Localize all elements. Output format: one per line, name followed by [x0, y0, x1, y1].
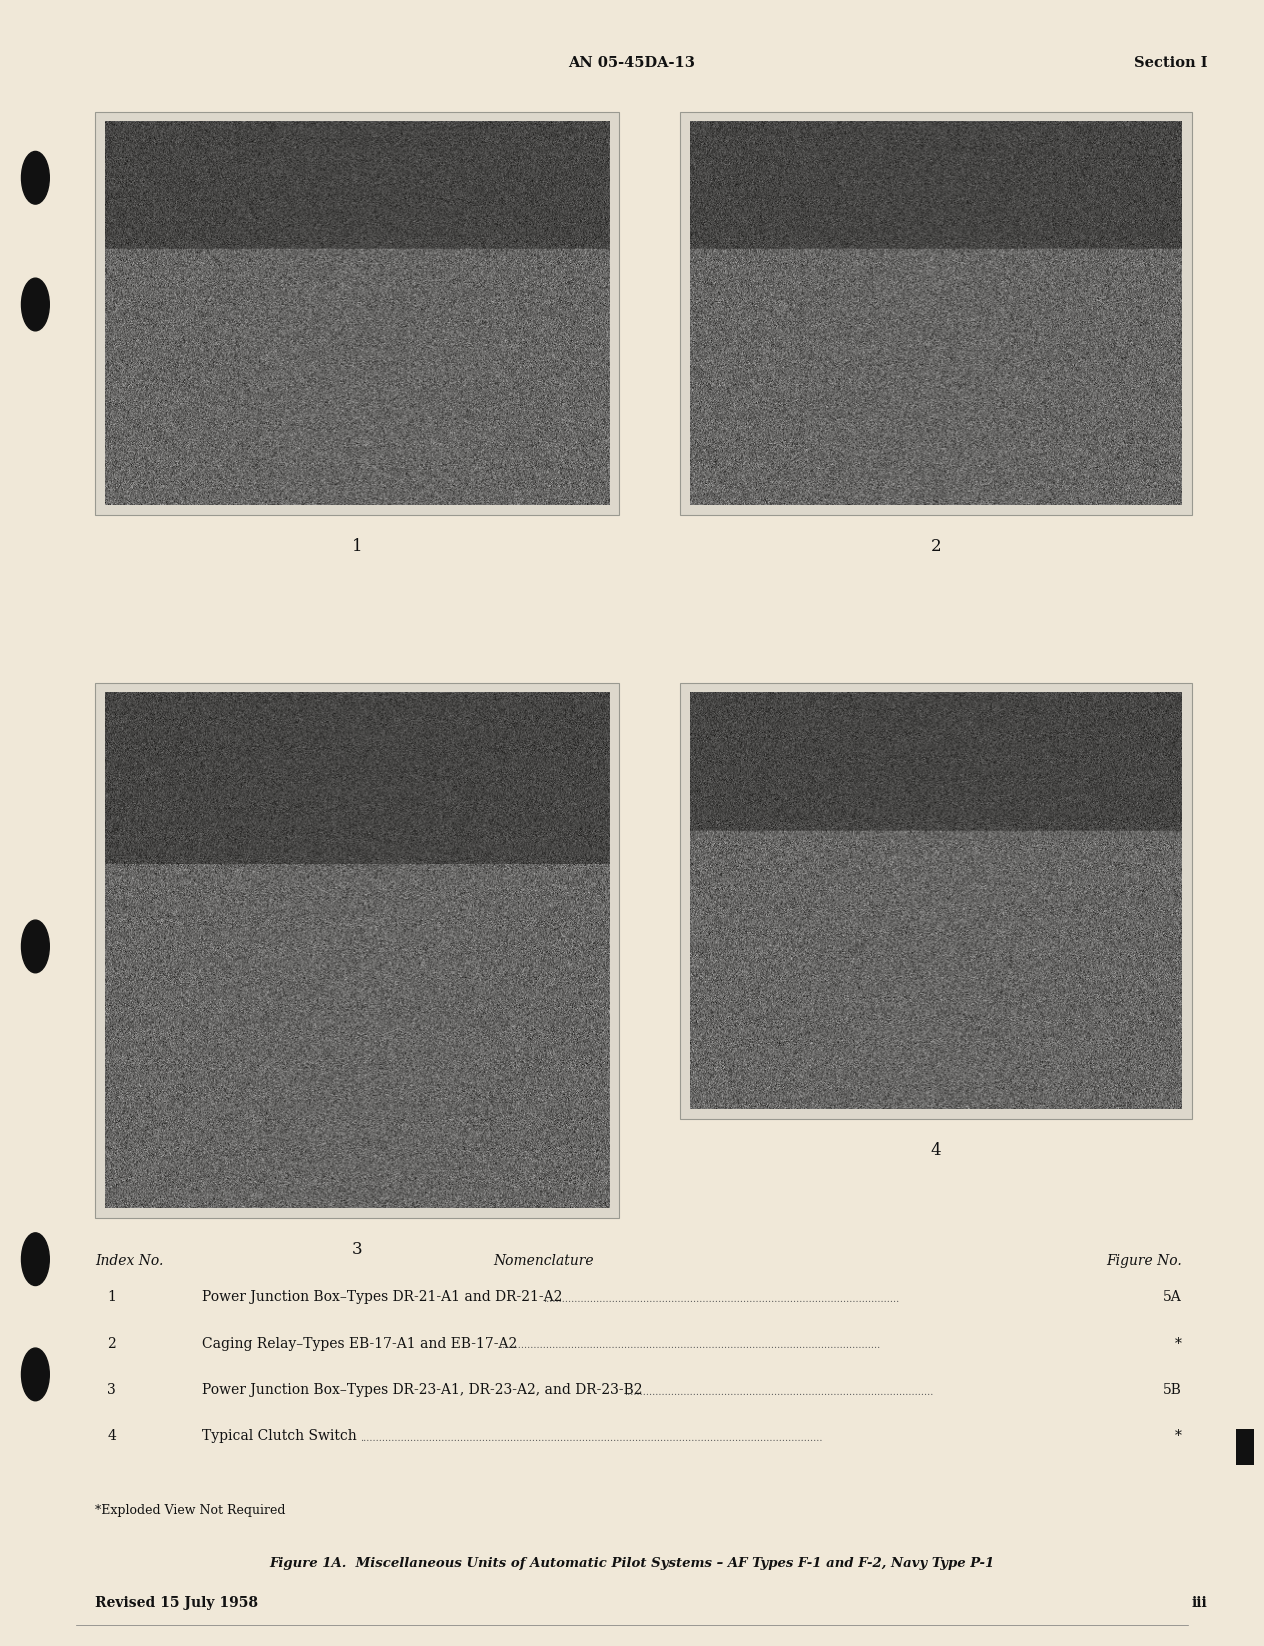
Text: 3: 3: [351, 1241, 363, 1258]
Ellipse shape: [21, 920, 49, 973]
Text: 2: 2: [930, 538, 942, 555]
FancyBboxPatch shape: [690, 693, 1182, 1109]
Text: ................................................................................: ........................................…: [360, 1434, 823, 1442]
Text: 2: 2: [107, 1337, 116, 1351]
FancyBboxPatch shape: [105, 122, 609, 505]
FancyBboxPatch shape: [95, 112, 619, 515]
Text: Power Junction Box–Types DR-23-A1, DR-23-A2, and DR-23-B2: Power Junction Box–Types DR-23-A1, DR-23…: [202, 1383, 642, 1397]
Text: ................................................................................: ........................................…: [624, 1388, 933, 1396]
Text: *: *: [1176, 1429, 1182, 1444]
Text: ................................................................................: ........................................…: [544, 1295, 900, 1304]
FancyBboxPatch shape: [95, 683, 619, 1218]
Text: 1: 1: [351, 538, 363, 555]
Text: 4: 4: [107, 1429, 116, 1444]
Text: Nomenclature: Nomenclature: [493, 1254, 594, 1269]
Ellipse shape: [21, 1233, 49, 1286]
FancyBboxPatch shape: [105, 693, 609, 1208]
Text: ................................................................................: ........................................…: [499, 1341, 881, 1350]
Text: 5B: 5B: [1163, 1383, 1182, 1397]
Text: Revised 15 July 1958: Revised 15 July 1958: [95, 1595, 258, 1610]
Text: Caging Relay–Types EB-17-A1 and EB-17-A2: Caging Relay–Types EB-17-A1 and EB-17-A2: [202, 1337, 517, 1351]
Text: 4: 4: [930, 1142, 942, 1159]
Text: Figure No.: Figure No.: [1106, 1254, 1182, 1269]
Text: iii: iii: [1192, 1595, 1207, 1610]
Ellipse shape: [21, 151, 49, 204]
FancyBboxPatch shape: [690, 122, 1182, 505]
Text: 1: 1: [107, 1290, 116, 1305]
Text: 3: 3: [107, 1383, 116, 1397]
Text: *Exploded View Not Required: *Exploded View Not Required: [95, 1504, 286, 1518]
Ellipse shape: [21, 278, 49, 331]
Text: AN 05-45DA-13: AN 05-45DA-13: [569, 56, 695, 69]
Ellipse shape: [21, 1348, 49, 1401]
Text: 5A: 5A: [1163, 1290, 1182, 1305]
FancyBboxPatch shape: [680, 112, 1192, 515]
Text: Figure 1A.  Miscellaneous Units of Automatic Pilot Systems – AF Types F-1 and F-: Figure 1A. Miscellaneous Units of Automa…: [269, 1557, 995, 1570]
Text: Typical Clutch Switch: Typical Clutch Switch: [202, 1429, 356, 1444]
FancyBboxPatch shape: [680, 683, 1192, 1119]
Text: Section I: Section I: [1134, 56, 1207, 69]
Text: Index No.: Index No.: [95, 1254, 163, 1269]
Text: Power Junction Box–Types DR-21-A1 and DR-21-A2: Power Junction Box–Types DR-21-A1 and DR…: [202, 1290, 562, 1305]
Bar: [1236, 1429, 1254, 1465]
Text: *: *: [1176, 1337, 1182, 1351]
